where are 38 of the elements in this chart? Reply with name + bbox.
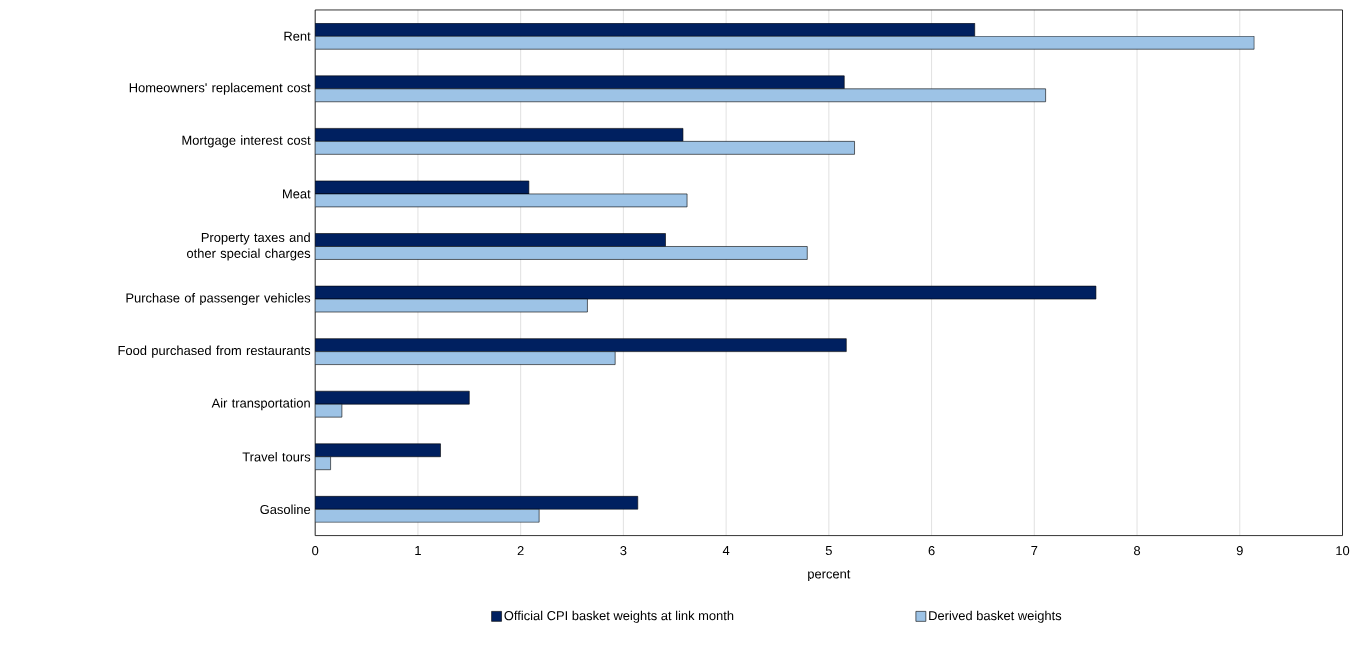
x-tick-label: 10: [1336, 545, 1350, 556]
x-tick-label: 4: [722, 545, 730, 555]
y-tick-label: Food purchased from restaurants: [118, 345, 311, 358]
bar: [315, 338, 847, 352]
bar: [315, 233, 666, 247]
y-tick-label: Air transportation: [211, 398, 310, 411]
bar: [315, 495, 639, 510]
bar: [315, 443, 441, 457]
x-axis-title: percent: [808, 569, 851, 581]
bar: [315, 351, 616, 365]
x-tick-label: 9: [1236, 545, 1243, 556]
y-tick-label: Purchase of passenger vehicles: [126, 292, 311, 305]
bar: [315, 127, 684, 142]
x-tick-label: 6: [928, 545, 935, 556]
y-tick-label: Mortgage interest cost: [182, 135, 311, 148]
bar: [315, 75, 845, 89]
bar: [315, 246, 808, 260]
y-tick-label: Rent: [284, 31, 311, 41]
legend-label: Derived basket weights: [929, 610, 1062, 623]
bar: [315, 390, 470, 405]
y-tick-label: Meat: [283, 189, 311, 199]
bar: [315, 22, 976, 37]
legend-label: Official CPI basket weights at link month: [504, 610, 734, 623]
y-tick-label: Property taxes and other special charges: [187, 232, 311, 261]
x-tick-label: 1: [415, 545, 421, 555]
bar: [315, 88, 1046, 102]
y-tick-label: Gasoline: [260, 504, 311, 514]
y-tick-label: Travel tours: [242, 451, 311, 462]
x-tick-label: 5: [825, 545, 832, 555]
x-tick-label: 8: [1134, 545, 1141, 556]
bar: [315, 35, 1255, 50]
x-tick-label: 3: [620, 545, 627, 556]
x-tick-label: 7: [1031, 545, 1038, 555]
x-tick-label: 2: [517, 545, 524, 555]
bar: [315, 508, 540, 523]
y-tick-label: Homeowners' replacement cost: [129, 82, 311, 95]
bar: [315, 140, 855, 155]
x-tick-label: 0: [312, 545, 319, 556]
